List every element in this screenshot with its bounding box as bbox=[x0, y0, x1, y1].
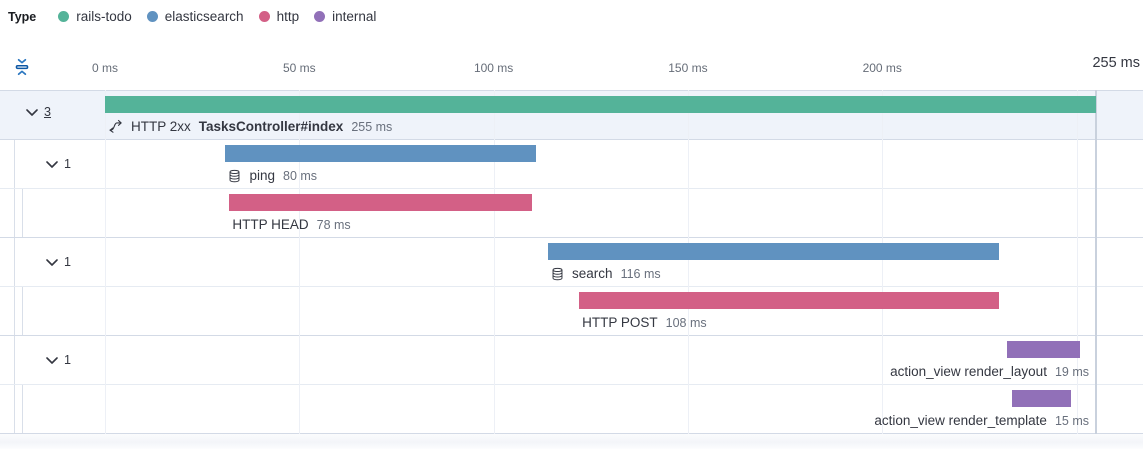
accordion-toggle[interactable]: 3 bbox=[26, 105, 51, 119]
children-count: 1 bbox=[64, 352, 72, 367]
span-render-template: action_view render_template 15 ms bbox=[0, 385, 1143, 434]
legend-item-internal: internal bbox=[314, 9, 376, 24]
span-bar[interactable] bbox=[548, 243, 999, 260]
span-name: HTTP HEAD bbox=[232, 217, 309, 232]
children-count: 1 bbox=[64, 156, 72, 171]
collapse-all-button[interactable] bbox=[9, 54, 35, 82]
database-icon bbox=[551, 267, 564, 281]
span-http-post: HTTP POST 108 ms bbox=[0, 287, 1143, 336]
legend-color-dot bbox=[258, 11, 270, 22]
fold-icon bbox=[13, 58, 31, 79]
legend-color-dot bbox=[314, 11, 326, 22]
span-ping: 1 ping 80 ms bbox=[0, 140, 1143, 189]
span-bar[interactable] bbox=[229, 194, 533, 211]
timeline-gridline bbox=[493, 90, 495, 434]
span-label: action_view render_layout 19 ms bbox=[890, 362, 1089, 381]
indent-guide bbox=[14, 140, 15, 188]
legend-item-label: rails-todo bbox=[76, 9, 132, 24]
axis-tick-label: 50 ms bbox=[282, 61, 316, 75]
span-http-head: HTTP HEAD 78 ms bbox=[0, 189, 1143, 238]
indent-guide bbox=[14, 385, 15, 433]
span-name: HTTP POST bbox=[582, 315, 658, 330]
timeline-gridline bbox=[299, 90, 301, 434]
indent-guide bbox=[22, 385, 23, 433]
axis-tick-label: 0 ms bbox=[91, 61, 119, 75]
span-label: HTTP POST 108 ms bbox=[582, 313, 707, 332]
legend-items: rails-todo elasticsearch http internal bbox=[58, 9, 391, 24]
span-bar[interactable] bbox=[225, 145, 537, 162]
legend-item-elasticsearch: elasticsearch bbox=[146, 9, 244, 24]
children-count: 1 bbox=[64, 254, 72, 269]
chevron-down-icon bbox=[46, 255, 58, 269]
legend-item-label: internal bbox=[332, 9, 377, 24]
span-bar[interactable] bbox=[105, 96, 1096, 113]
indent-guide bbox=[14, 189, 15, 237]
span-label-prefix: HTTP 2xx bbox=[131, 119, 191, 134]
span-duration: 15 ms bbox=[1054, 413, 1089, 428]
axis-tick-label: 200 ms bbox=[862, 61, 902, 75]
legend-item-rails-todo: rails-todo bbox=[58, 9, 132, 24]
chevron-down-icon bbox=[46, 353, 58, 367]
axis-tick-label: 150 ms bbox=[668, 61, 708, 75]
timeline-gridline bbox=[882, 90, 884, 434]
trace-end-gridline bbox=[1095, 90, 1097, 434]
span-label: search 116 ms bbox=[551, 264, 661, 283]
legend-title: Type bbox=[8, 9, 37, 24]
indent-guide bbox=[14, 238, 15, 286]
indent-guide bbox=[22, 287, 23, 335]
span-label: action_view render_template 15 ms bbox=[874, 411, 1089, 430]
scroll-shade bbox=[0, 434, 1143, 449]
accordion-toggle[interactable]: 1 bbox=[46, 255, 71, 269]
span-label: HTTP 2xx TasksController#index 255 ms bbox=[108, 117, 392, 136]
timeline-gridline bbox=[1076, 90, 1078, 434]
span-duration: 80 ms bbox=[283, 168, 318, 183]
trace-duration-label: 255 ms bbox=[1092, 55, 1140, 71]
span-name: action_view render_template bbox=[874, 413, 1047, 428]
indent-guide bbox=[22, 189, 23, 237]
legend-color-dot bbox=[58, 11, 70, 22]
legend-item-label: elasticsearch bbox=[164, 9, 244, 24]
span-duration: 78 ms bbox=[316, 217, 351, 232]
span-label: ping 80 ms bbox=[228, 166, 317, 185]
span-name: search bbox=[572, 266, 613, 281]
chevron-down-icon bbox=[46, 157, 58, 171]
indent-guide bbox=[14, 336, 15, 384]
accordion-toggle[interactable]: 1 bbox=[46, 157, 71, 171]
transaction-icon bbox=[108, 119, 123, 134]
legend-color-dot bbox=[146, 11, 158, 22]
span-name: TasksController#index bbox=[198, 119, 344, 134]
legend-item-label: http bbox=[276, 9, 300, 24]
span-bar[interactable] bbox=[1006, 341, 1081, 358]
timeline-gridline bbox=[105, 90, 106, 434]
span-render-layout: 1 action_view render_layout 19 ms bbox=[0, 336, 1143, 385]
accordion-toggle[interactable]: 1 bbox=[46, 353, 71, 367]
span-name: action_view render_layout bbox=[890, 364, 1047, 379]
span-bar[interactable] bbox=[579, 292, 999, 309]
transaction-http-2xx: 3 HTTP 2xx TasksController#index 255 ms bbox=[0, 90, 1143, 140]
span-label: HTTP HEAD 78 ms bbox=[232, 215, 350, 234]
span-duration: 116 ms bbox=[620, 266, 661, 281]
span-duration: 255 ms bbox=[351, 119, 393, 134]
chevron-down-icon bbox=[26, 105, 38, 119]
waterfall-rows: 3 HTTP 2xx TasksController#index 255 ms 1 pin… bbox=[0, 90, 1143, 434]
children-count[interactable]: 3 bbox=[44, 104, 52, 119]
span-duration: 19 ms bbox=[1054, 364, 1089, 379]
indent-guide bbox=[14, 287, 15, 335]
span-duration: 108 ms bbox=[665, 315, 707, 330]
span-bar[interactable] bbox=[1012, 390, 1071, 407]
axis-tick-label: 100 ms bbox=[473, 61, 514, 75]
timeline-axis: 0 ms 50 ms 100 ms 150 ms 200 ms 255 ms bbox=[0, 48, 1143, 90]
legend-item-http: http bbox=[258, 9, 300, 24]
database-icon bbox=[228, 169, 241, 183]
span-search: 1 search 116 ms bbox=[0, 238, 1143, 287]
timeline-gridline bbox=[687, 90, 689, 434]
type-legend: Type rails-todo elasticsearch http internal bbox=[8, 9, 391, 24]
span-name: ping bbox=[249, 168, 275, 183]
